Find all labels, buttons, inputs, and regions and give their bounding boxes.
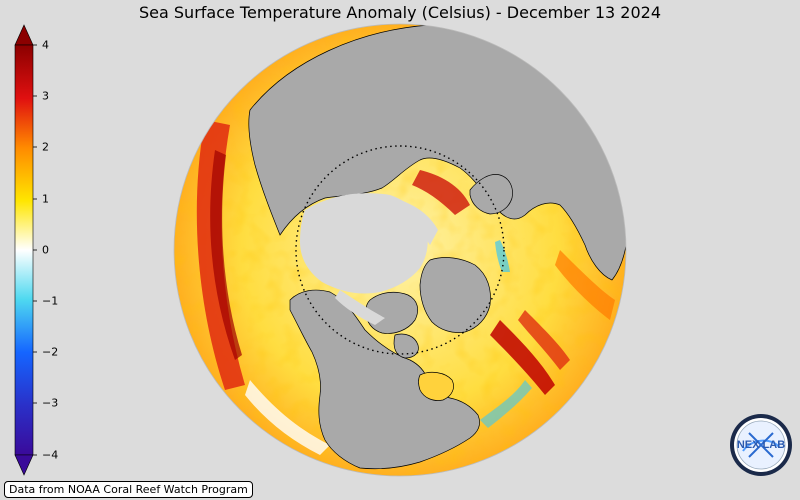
colorbar-tick: 1 [42,192,49,206]
colorbar-tick: −3 [42,396,59,410]
land-masses [248,24,626,470]
land-europe [469,174,513,215]
map-title: Sea Surface Temperature Anomaly (Celsius… [139,3,661,22]
sea-ice [300,193,428,294]
colorbar [14,24,37,476]
hotspot-atlantic [490,320,555,395]
colorbar-extend-bottom [14,454,34,476]
colorbar-tick: −1 [42,294,59,308]
colorbar-tick: −4 [42,448,59,462]
land-greenland [419,257,491,333]
logo-text: NEX LAB [737,439,785,451]
nexlab-logo: NEX LAB [730,414,792,476]
colorbar-tick: 0 [42,243,49,257]
arctic-circle [295,145,505,355]
colorbar-tick: 4 [42,38,49,52]
colorbar-tick: 3 [42,89,49,103]
data-credit: Data from NOAA Coral Reef Watch Program [4,481,253,498]
colorbar-tick: −2 [42,345,59,359]
colorbar-tick: 2 [42,140,49,154]
land-north-america [289,289,480,470]
